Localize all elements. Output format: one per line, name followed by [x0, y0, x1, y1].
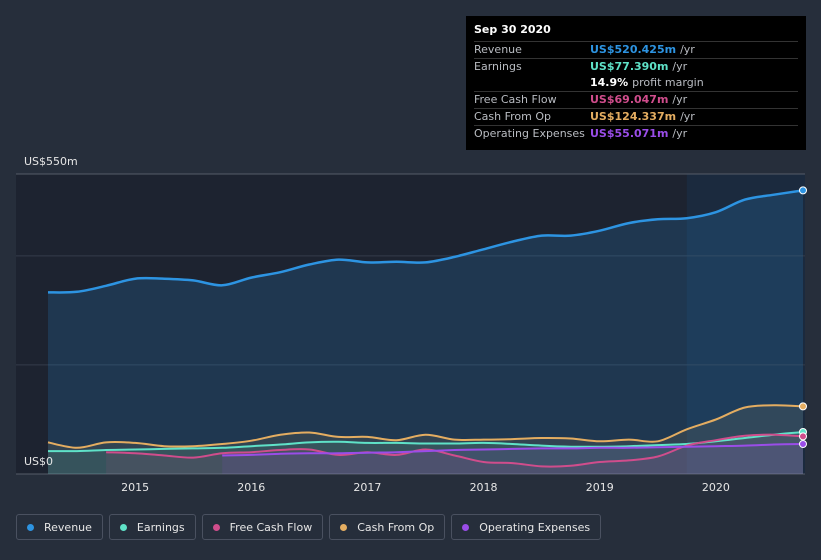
revenue-end-point [799, 186, 807, 195]
tooltip-unit: profit margin [632, 76, 704, 89]
x-tick-label: 2017 [353, 481, 381, 494]
earnings-area [48, 432, 803, 474]
highlight-region [686, 174, 805, 474]
revenue-line [47, 189, 804, 294]
x-tick-label: 2015 [121, 481, 149, 494]
free-cash-flow-area [106, 434, 804, 474]
tooltip-label: Free Cash Flow [474, 93, 557, 106]
cash-from-op-line [47, 404, 804, 449]
tooltip-date: Sep 30 2020 [474, 23, 551, 36]
tooltip-unit: /yr [672, 127, 688, 140]
tooltip-value: US$55.071m [590, 127, 669, 140]
operating-expenses-area [222, 444, 803, 474]
tooltip-unit: /yr [672, 93, 688, 106]
tooltip-unit: /yr [680, 43, 695, 56]
tooltip-label: Revenue [474, 43, 522, 56]
legend-item-cash-from-op[interactable]: Cash From Op [329, 514, 446, 540]
tooltip-value: US$520.425m [590, 43, 677, 56]
tooltip-label: Cash From Op [474, 110, 552, 123]
y-axis-top-label: US$550m [24, 155, 78, 168]
legend-item-operating-expenses[interactable]: Operating Expenses [451, 514, 602, 540]
legend-item-revenue[interactable]: Revenue [16, 514, 103, 540]
x-tick-label: 2019 [586, 481, 614, 494]
tooltip-unit: /yr [672, 60, 688, 73]
tooltip-value: US$77.390m [590, 60, 669, 73]
legend-label: Operating Expenses [479, 520, 591, 534]
legend-item-earnings[interactable]: Earnings [108, 514, 196, 540]
legend-dot-icon [212, 523, 220, 531]
legend-label: Free Cash Flow [229, 520, 313, 534]
tooltip-row: Free Cash Flow US$69.047m/yr [474, 91, 798, 108]
x-tick-label: 2018 [470, 481, 498, 494]
tooltip: Sep 30 2020 Revenue US$520.425m/yr Earning… [466, 16, 806, 150]
tooltip-value: 14.9% [590, 76, 629, 89]
revenue-area [48, 190, 803, 474]
legend-dot-icon [462, 523, 470, 531]
legend: Revenue Earnings Free Cash Flow Cash From O… [16, 514, 607, 540]
series-lines [47, 189, 804, 468]
plot-background [16, 174, 805, 474]
x-tick-label: 2016 [237, 481, 265, 494]
tooltip-row: 14.9% profit margin [474, 75, 798, 91]
x-axis-ticks: 2015 2016 2017 2018 2019 2020 [121, 481, 730, 494]
legend-dot-icon [119, 523, 127, 531]
tooltip-value: US$69.047m [590, 93, 669, 106]
legend-item-free-cash-flow[interactable]: Free Cash Flow [201, 514, 324, 540]
cash-from-op-area [48, 405, 803, 474]
tooltip-row: Operating Expenses US$55.071m/yr [474, 125, 798, 142]
cash-from-op-end-point [799, 402, 807, 411]
series-areas [48, 190, 804, 474]
tooltip-row: Cash From Op US$124.337m/yr [474, 108, 798, 125]
free-cash-flow-end-point [799, 432, 807, 441]
operating-expenses-end-point [799, 440, 807, 448]
legend-dot-icon [27, 523, 34, 531]
legend-label: Cash From Op [357, 520, 435, 534]
tooltip-label: Operating Expenses [474, 127, 585, 140]
tooltip-value: US$124.337m [590, 110, 677, 123]
tooltip-unit: /yr [680, 110, 695, 123]
tooltip-label: Earnings [474, 60, 522, 73]
legend-label: Revenue [44, 520, 92, 534]
x-tick-label: 2020 [702, 481, 730, 494]
earnings-line [47, 431, 804, 453]
grid [16, 173, 805, 475]
tooltip-row: Revenue US$520.425m/yr [474, 41, 798, 58]
legend-label: Earnings [136, 520, 185, 534]
free-cash-flow-line [106, 433, 804, 468]
tooltip-row: Earnings US$77.390m/yr [474, 58, 798, 75]
y-axis-zero-label: US$0 [24, 455, 54, 468]
tooltip-label [474, 75, 590, 91]
operating-expenses-line [222, 443, 804, 457]
chart: 2015 2016 2017 2018 2019 2020 [16, 173, 807, 494]
end-markers [799, 186, 807, 448]
legend-dot-icon [340, 523, 348, 531]
